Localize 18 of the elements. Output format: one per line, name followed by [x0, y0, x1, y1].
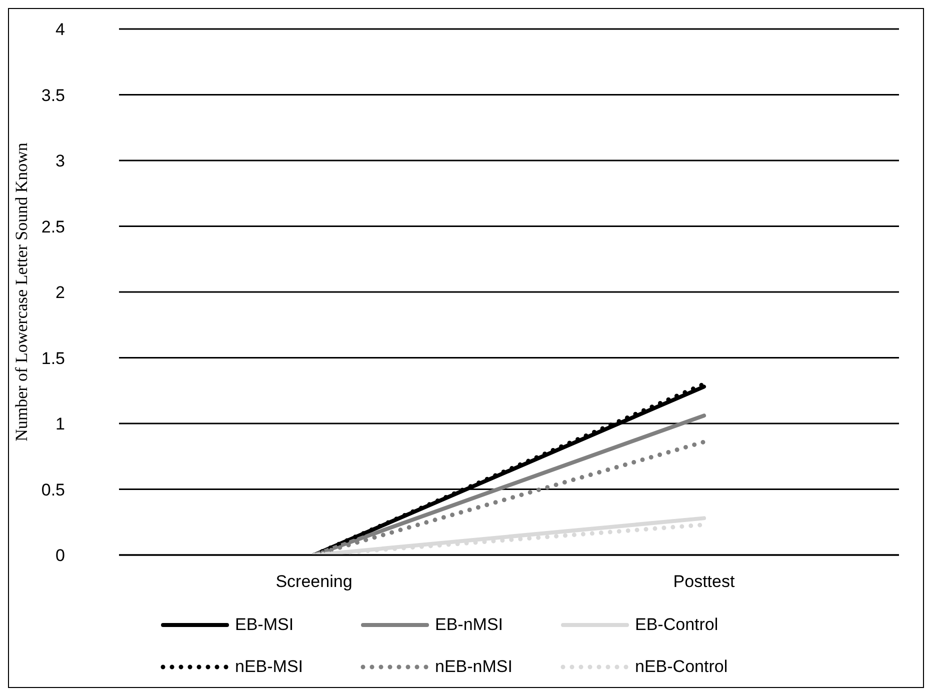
y-tick-label: 1.5 — [41, 348, 65, 368]
legend-label: EB-nMSI — [435, 615, 504, 635]
y-tick-label: 2.5 — [41, 217, 65, 236]
y-tick-label: 3 — [56, 152, 65, 171]
y-tick-label: 3.5 — [41, 86, 65, 105]
y-tick-label: 4 — [56, 20, 65, 40]
x-tick-label: Screening — [276, 572, 352, 592]
y-tick-label: 2 — [56, 283, 65, 302]
y-tick-label: 1 — [56, 414, 65, 434]
legend-label: EB-Control — [635, 615, 718, 635]
legend-label: nEB-MSI — [235, 657, 304, 677]
y-tick-label: 0 — [56, 546, 65, 566]
x-tick-label: Posttest — [673, 572, 735, 592]
legend-label: EB-MSI — [235, 615, 294, 635]
y-axis-title: Number of Lowercase Letter Sound Known — [12, 142, 32, 442]
legend-label: nEB-Control — [635, 657, 728, 677]
legend-label: nEB-nMSI — [435, 657, 512, 677]
y-tick-label: 0.5 — [41, 480, 65, 500]
